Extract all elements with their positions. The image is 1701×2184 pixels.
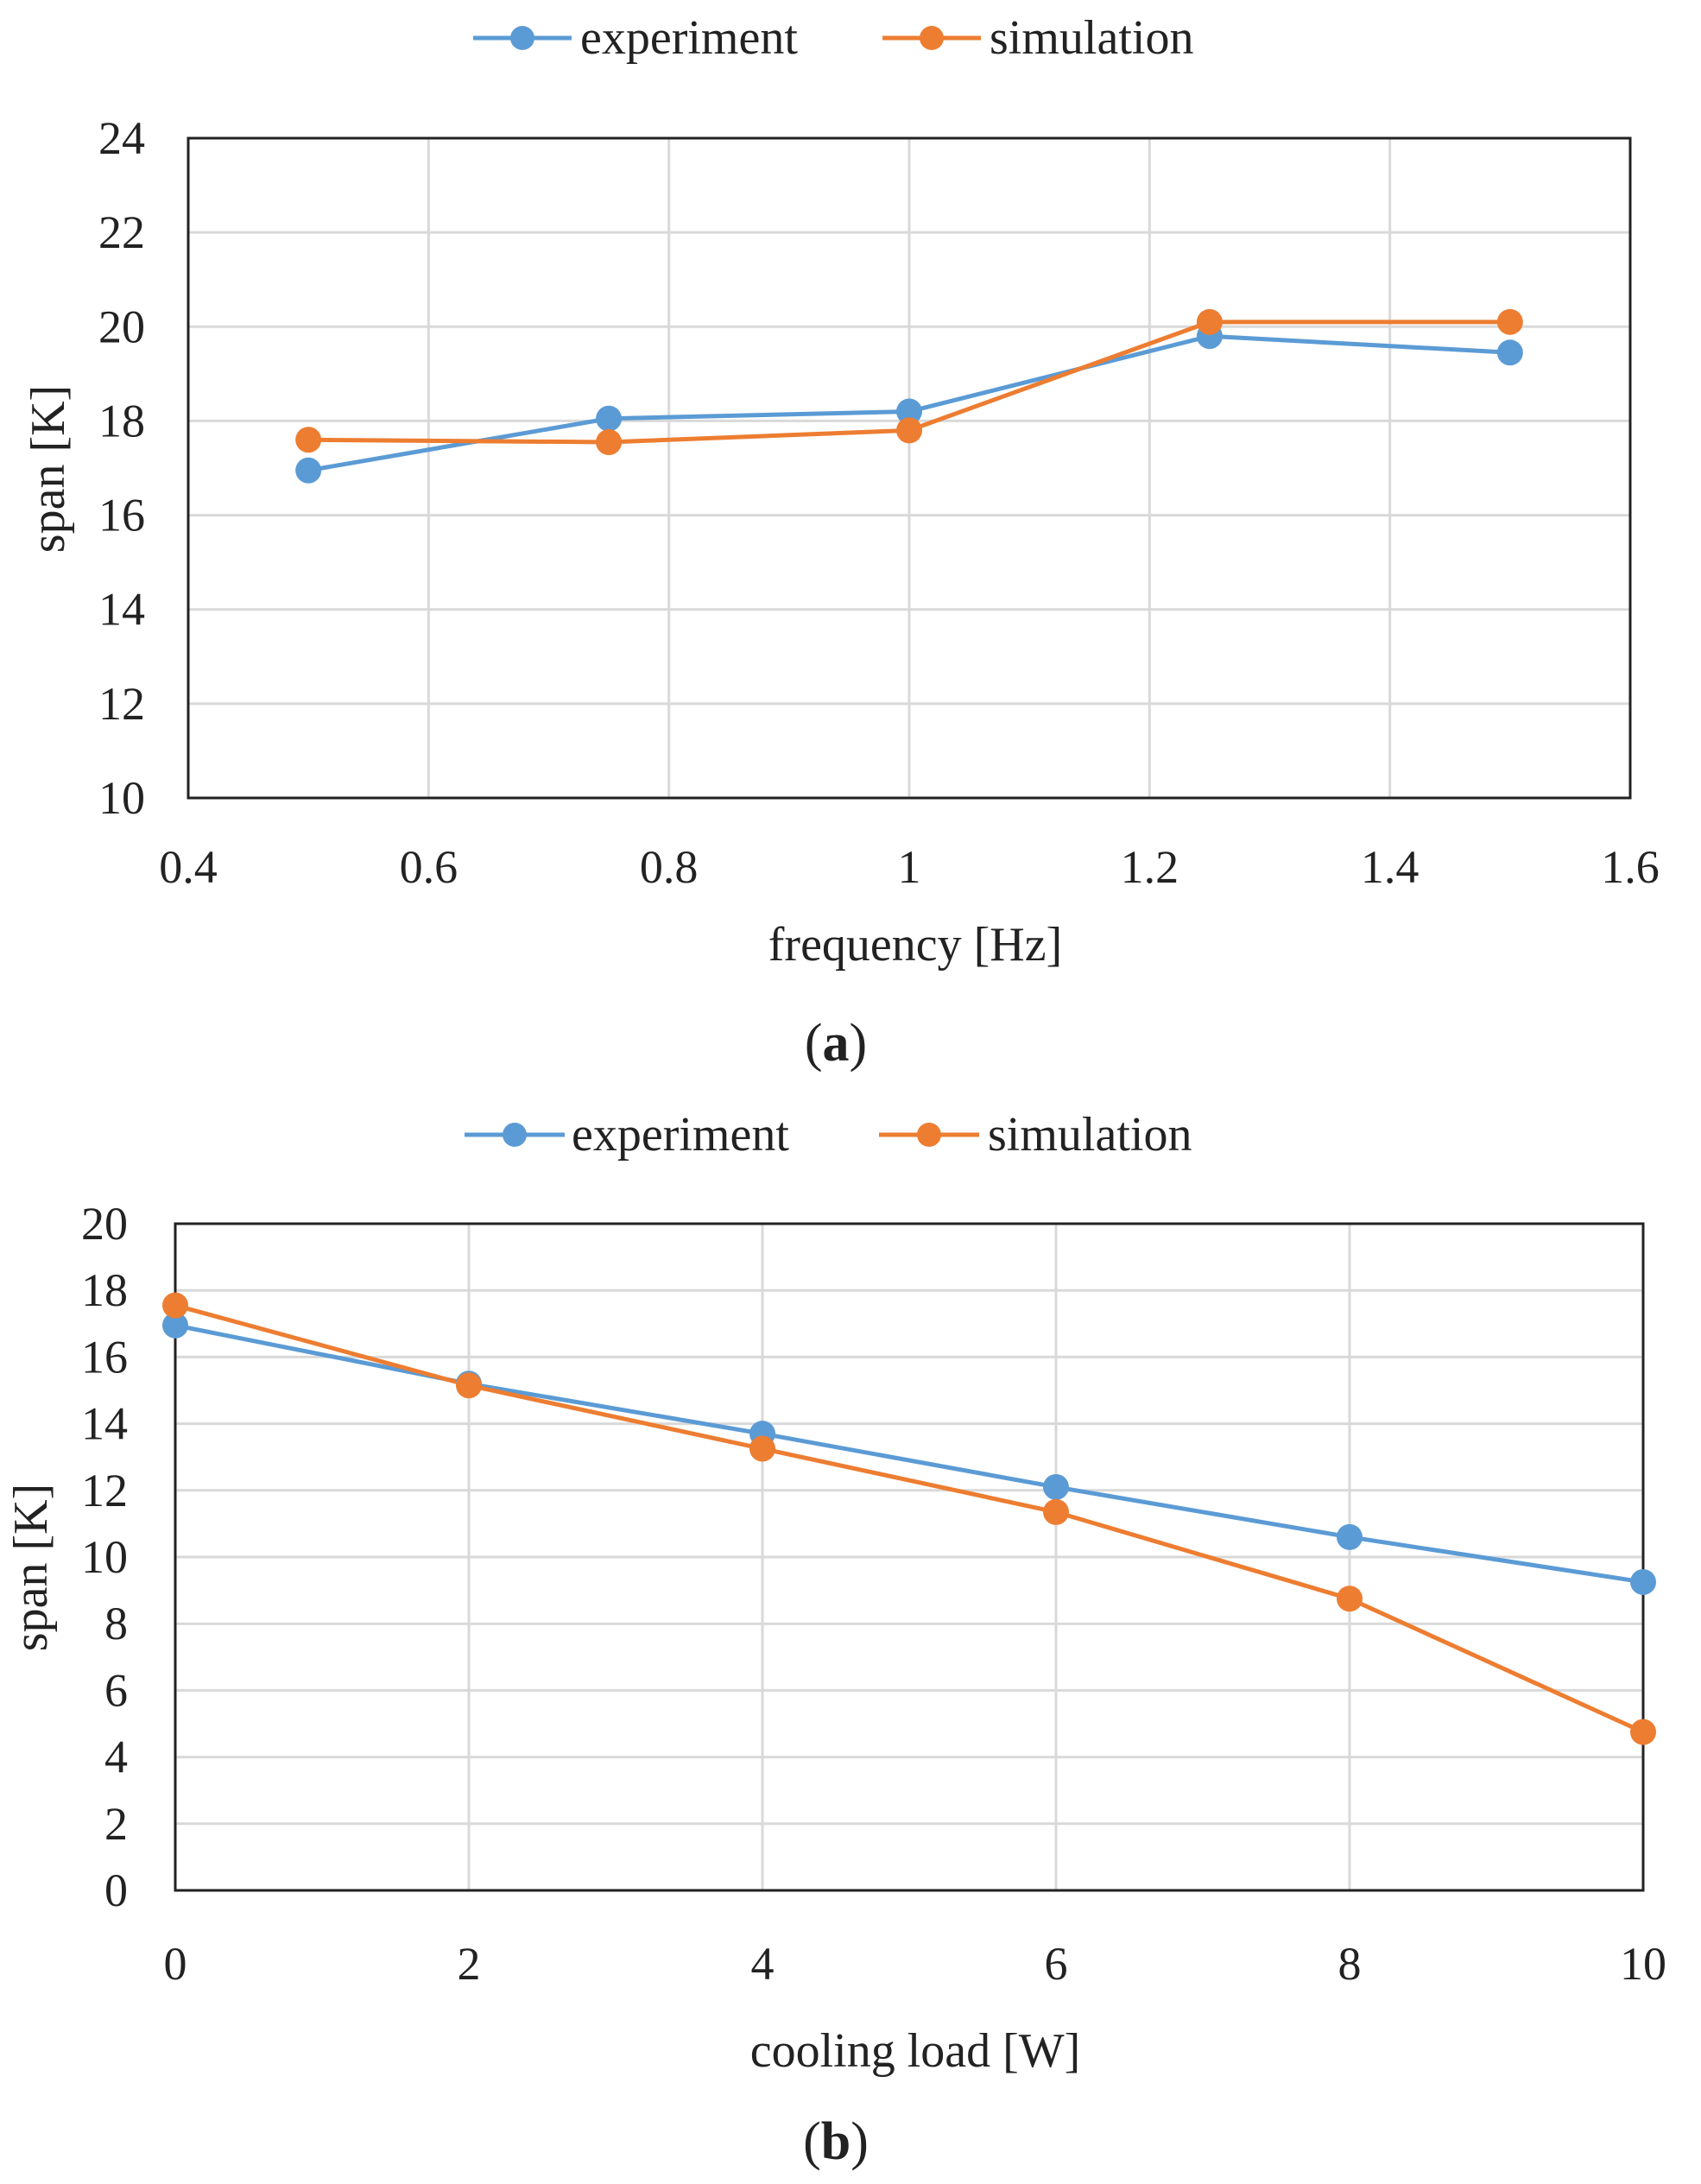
panel-label-a-close: ) xyxy=(850,1014,868,1073)
data-point-simulation xyxy=(456,1372,482,1399)
x-tick-label-a: 0.6 xyxy=(400,841,458,893)
y-tick-label-a: 16 xyxy=(98,490,145,541)
y-tick-label-b: 20 xyxy=(81,1198,128,1250)
x-tick-label-b: 8 xyxy=(1338,1938,1362,1990)
plot-area-b xyxy=(174,1222,1645,1892)
y-tick-labels-a: 10 12 14 16 18 20 22 24 xyxy=(98,112,145,824)
x-tick-label-a: 1.4 xyxy=(1361,841,1420,893)
y-tick-label-b: 4 xyxy=(104,1731,128,1783)
y-tick-label-b: 18 xyxy=(81,1264,128,1316)
x-tick-label-b: 10 xyxy=(1620,1938,1666,1990)
data-point-experiment xyxy=(596,405,623,432)
data-point-simulation xyxy=(1496,308,1523,335)
chart-b: experiment simulation 0 2 4 6 8 10 0 2 4 6 8 10 12 1… xyxy=(4,1108,1666,2171)
y-tick-label-b: 8 xyxy=(104,1598,128,1649)
data-point-experiment xyxy=(896,398,922,425)
legend-b-simulation-swatch-marker xyxy=(917,1123,941,1147)
data-point-simulation xyxy=(1043,1498,1069,1525)
x-tick-label-a: 1.2 xyxy=(1121,841,1179,893)
series-line-simulation xyxy=(174,1303,1645,1734)
data-point-simulation xyxy=(295,427,322,453)
x-tick-label-b: 4 xyxy=(751,1938,775,1990)
x-tick-label-b: 6 xyxy=(1045,1938,1068,1990)
y-tick-label-a: 24 xyxy=(98,112,145,164)
data-point-simulation xyxy=(1196,308,1223,335)
y-axis-title-a: span [K] xyxy=(22,385,75,553)
y-tick-label-a: 10 xyxy=(98,772,145,824)
x-tick-labels-b: 0 2 4 6 8 10 xyxy=(164,1938,1667,1990)
y-tick-labels-b: 0 2 4 6 8 10 12 14 16 18 20 xyxy=(81,1198,128,1916)
data-point-simulation xyxy=(1337,1586,1363,1612)
data-point-experiment xyxy=(295,457,322,484)
data-point-simulation xyxy=(1630,1719,1656,1745)
legend-a: experiment simulation xyxy=(473,11,1193,65)
series-a xyxy=(295,308,1523,484)
x-axis-title-b: cooling load [W] xyxy=(750,2024,1081,2078)
x-tick-label-a: 0.4 xyxy=(159,841,218,893)
data-point-experiment xyxy=(162,1312,188,1339)
y-tick-label-b: 16 xyxy=(81,1331,128,1383)
x-tick-label-b: 2 xyxy=(458,1938,481,1990)
y-tick-label-b: 2 xyxy=(104,1798,128,1850)
legend-b-simulation-label: simulation xyxy=(988,1108,1192,1162)
panel-label-a: (a) xyxy=(805,1014,867,1073)
x-tick-labels-a: 0.4 0.6 0.8 1 1.2 1.4 1.6 xyxy=(159,841,1660,893)
legend-a-simulation-label: simulation xyxy=(990,11,1193,65)
y-tick-label-b: 12 xyxy=(81,1465,128,1516)
legend-b: experiment simulation xyxy=(465,1108,1192,1162)
data-point-simulation xyxy=(749,1435,775,1462)
x-axis-title-a: frequency [Hz] xyxy=(768,918,1062,972)
legend-a-experiment-label: experiment xyxy=(580,11,798,65)
data-point-simulation xyxy=(162,1292,188,1319)
data-point-simulation xyxy=(596,428,623,455)
panel-label-b-open: ( xyxy=(803,2112,821,2171)
panel-label-b: (b) xyxy=(803,2112,869,2171)
y-tick-label-a: 20 xyxy=(98,301,145,352)
y-tick-label-b: 10 xyxy=(81,1531,128,1583)
y-tick-label-b: 14 xyxy=(81,1398,128,1450)
legend-a-simulation-swatch-marker xyxy=(920,26,944,50)
x-tick-label-a: 1.6 xyxy=(1601,841,1660,893)
panel-label-a-open: ( xyxy=(805,1014,823,1073)
legend-b-experiment-label: experiment xyxy=(572,1108,789,1162)
y-tick-label-a: 18 xyxy=(98,395,145,446)
y-tick-label-b: 6 xyxy=(104,1664,128,1716)
gridlines-b xyxy=(174,1222,1645,1892)
data-point-experiment xyxy=(1630,1568,1656,1595)
gridlines-a xyxy=(187,136,1632,800)
y-tick-label-a: 12 xyxy=(98,678,145,730)
y-tick-label-a: 14 xyxy=(98,584,145,636)
panel-label-b-close: ) xyxy=(850,2112,869,2171)
data-point-experiment xyxy=(1496,339,1523,366)
chart-a: experiment simulation 0.4 0.6 0.8 1 1.2 1.4 1.… xyxy=(22,11,1660,1073)
data-point-experiment xyxy=(1043,1473,1069,1500)
panel-label-b-letter: b xyxy=(821,2112,850,2171)
y-tick-label-a: 22 xyxy=(98,206,145,258)
plot-area-a xyxy=(187,136,1632,800)
legend-a-experiment-swatch-marker xyxy=(510,26,534,50)
y-axis-title-b: span [K] xyxy=(4,1484,58,1651)
data-point-simulation xyxy=(896,417,922,444)
x-tick-label-b: 0 xyxy=(164,1938,187,1990)
y-tick-label-b: 0 xyxy=(104,1864,128,1916)
panel-label-a-letter: a xyxy=(823,1014,850,1073)
data-point-experiment xyxy=(1337,1523,1363,1550)
x-tick-label-a: 0.8 xyxy=(640,841,699,893)
x-tick-label-a: 1 xyxy=(898,841,921,893)
series-b xyxy=(162,1292,1656,1745)
legend-b-experiment-swatch-marker xyxy=(503,1123,527,1147)
